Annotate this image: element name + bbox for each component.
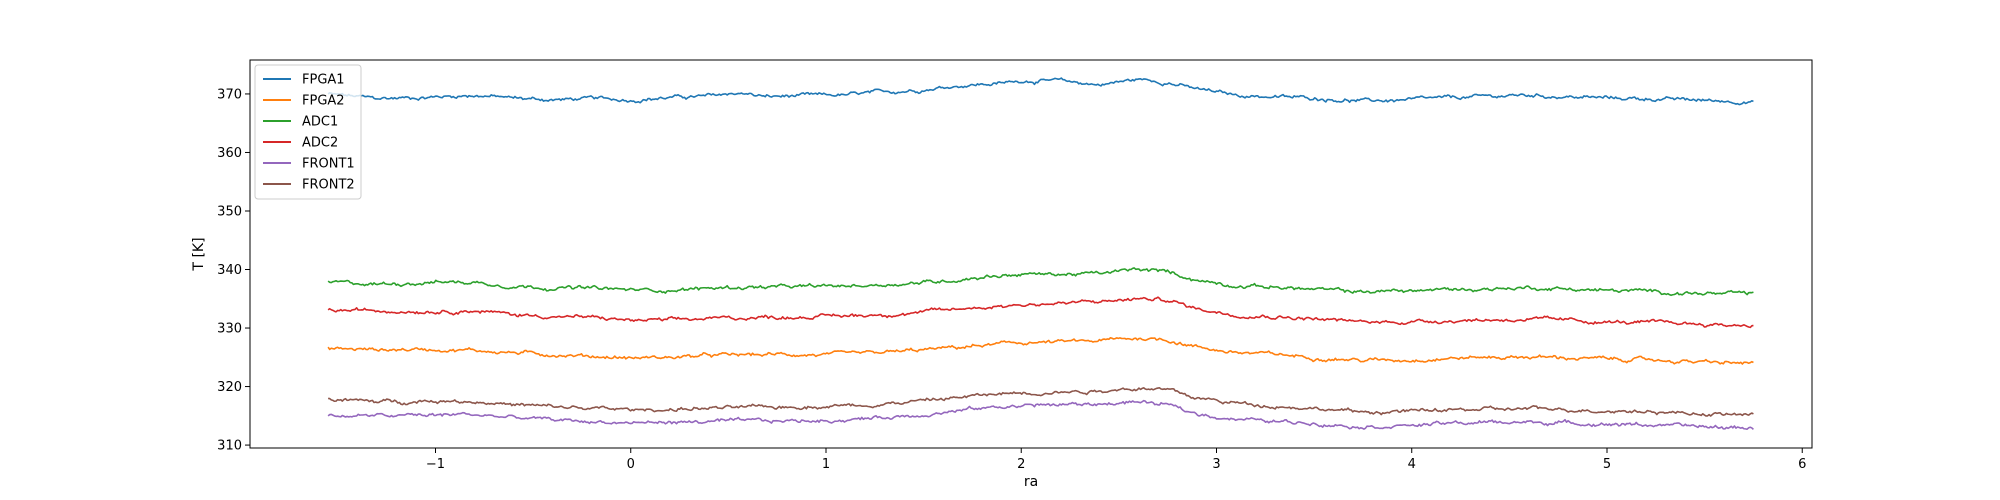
x-tick-label: 6 (1798, 457, 1806, 472)
y-tick-label: 310 (217, 439, 242, 454)
x-tick-label: 2 (1017, 457, 1025, 472)
legend: FPGA1 FPGA2 ADC1 ADC2 FRONT1 FRONT2 (254, 64, 362, 200)
legend-label: ADC2 (302, 136, 338, 151)
legend-label: FRONT2 (302, 178, 355, 193)
legend-label: FRONT1 (302, 157, 355, 172)
legend-label: ADC1 (302, 115, 338, 130)
x-tick-label: 0 (627, 457, 635, 472)
series-line-front1 (327, 399, 1754, 431)
x-tick-label: 4 (1408, 457, 1416, 472)
legend-box (254, 64, 362, 200)
x-tick-label: −1 (426, 457, 445, 472)
series-line-adc2 (327, 296, 1754, 329)
legend-label: FPGA2 (302, 94, 345, 109)
series-layer (327, 77, 1754, 431)
plot-area (249, 59, 1813, 449)
series-line-fpga2 (327, 336, 1754, 365)
series-line-adc1 (327, 267, 1754, 297)
y-tick-label: 370 (217, 87, 242, 102)
plot-frame (249, 59, 1813, 449)
series-line-fpga1 (327, 77, 1754, 106)
x-tick-label: 5 (1603, 457, 1611, 472)
series-line-front2 (328, 387, 1754, 417)
legend-items: FPGA1 FPGA2 ADC1 ADC2 FRONT1 FRONT2 (263, 73, 355, 193)
y-axis-label: T [K] (191, 237, 207, 271)
y-tick-label: 360 (217, 146, 242, 161)
y-tick-label: 340 (217, 263, 242, 278)
y-tick-label: 350 (217, 204, 242, 219)
x-tick-label: 1 (822, 457, 830, 472)
y-tick-label: 320 (217, 380, 242, 395)
legend-label: FPGA1 (302, 73, 345, 88)
y-axis: 310 320 330 340 350 360 370 (217, 87, 250, 454)
x-axis: −1 0 1 2 3 4 5 6 (426, 448, 1806, 472)
x-axis-label: ra (1024, 474, 1038, 490)
y-tick-label: 330 (217, 322, 242, 337)
x-tick-label: 3 (1212, 457, 1220, 472)
